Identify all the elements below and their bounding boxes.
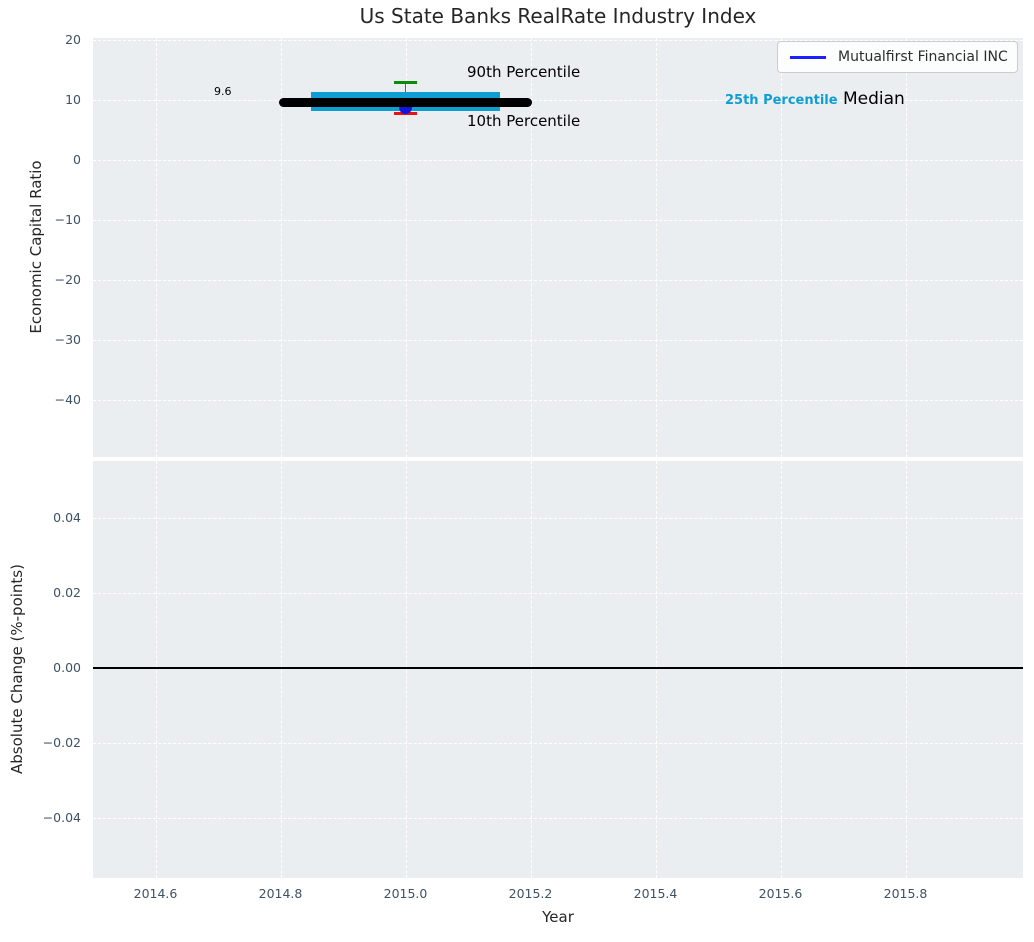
x-gridline	[655, 461, 657, 878]
top-plot-area	[93, 38, 1023, 457]
x-gridline	[905, 461, 907, 878]
x-gridline	[155, 38, 157, 457]
x-gridline	[530, 38, 532, 457]
x-gridline	[780, 461, 782, 878]
x-gridline	[280, 38, 282, 457]
y-gridline	[93, 593, 1023, 594]
median-value-annotation: 9.6	[214, 85, 232, 98]
y-gridline	[93, 818, 1023, 819]
y-gridline	[93, 100, 1023, 101]
p90-whisker-cap	[394, 80, 417, 84]
x-gridline	[405, 38, 407, 457]
x-gridline	[905, 38, 907, 457]
x-tick-label: 2014.6	[133, 886, 178, 901]
x-gridline	[405, 461, 407, 878]
legend-line-sample-icon	[790, 55, 826, 59]
x-axis-label: Year	[542, 908, 574, 926]
legend-box: Mutualfirst Financial INC	[777, 41, 1018, 73]
bottom-plot-area	[93, 461, 1023, 878]
bottom-y-tick-label: −0.02	[42, 735, 81, 750]
y-gridline	[93, 518, 1023, 519]
p90-annotation: 90th Percentile	[467, 63, 581, 81]
median-line	[278, 97, 533, 107]
top-y-tick-label: −30	[54, 332, 81, 347]
x-tick-label: 2015.4	[633, 886, 678, 901]
top-y-tick-label: 0	[73, 152, 81, 167]
x-tick-label: 2015.2	[508, 886, 553, 901]
x-tick-label: 2014.8	[258, 886, 303, 901]
chart-title: Us State Banks RealRate Industry Index	[359, 4, 757, 28]
y-gridline	[93, 340, 1023, 341]
legend-entry-label: Mutualfirst Financial INC	[838, 49, 1008, 65]
y-gridline	[93, 280, 1023, 281]
x-tick-label: 2015.8	[883, 886, 928, 901]
bottom-y-tick-label: 0.04	[53, 510, 81, 525]
x-gridline	[155, 461, 157, 878]
y-gridline	[93, 160, 1023, 161]
y-gridline	[93, 40, 1023, 41]
x-gridline	[530, 461, 532, 878]
y-gridline	[93, 220, 1023, 221]
top-y-axis-label: Economic Capital Ratio	[27, 160, 45, 334]
top-y-tick-label: 20	[65, 32, 81, 47]
bottom-y-tick-label: 0.00	[53, 660, 81, 675]
y-gridline	[93, 743, 1023, 744]
x-tick-label: 2015.6	[758, 886, 803, 901]
median-annotation: Median	[843, 89, 905, 109]
top-y-tick-label: −10	[54, 212, 81, 227]
bottom-y-tick-label: −0.04	[42, 810, 81, 825]
zero-line	[93, 667, 1023, 669]
top-y-tick-label: −40	[54, 392, 81, 407]
x-gridline	[280, 461, 282, 878]
x-gridline	[780, 38, 782, 457]
top-y-tick-label: 10	[65, 92, 81, 107]
y-gridline	[93, 400, 1023, 401]
top-y-tick-label: −20	[54, 272, 81, 287]
x-gridline	[655, 38, 657, 457]
x-tick-label: 2015.0	[383, 886, 428, 901]
p25-annotation: 25th Percentile	[725, 93, 838, 108]
p10-annotation: 10th Percentile	[467, 112, 581, 130]
bottom-y-tick-label: 0.02	[53, 585, 81, 600]
